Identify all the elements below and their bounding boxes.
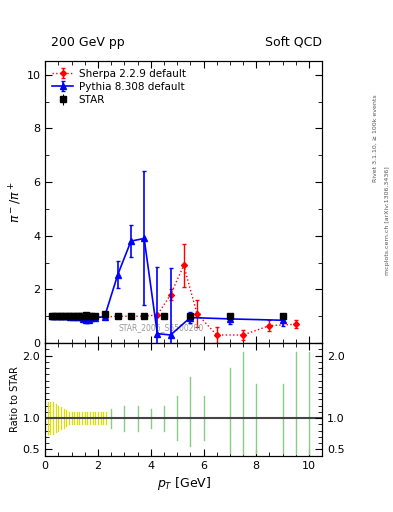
Text: Rivet 3.1.10, ≥ 100k events: Rivet 3.1.10, ≥ 100k events xyxy=(373,94,378,182)
Text: STAR_2006_S6500200: STAR_2006_S6500200 xyxy=(119,323,204,332)
Text: 200 GeV pp: 200 GeV pp xyxy=(51,36,125,49)
Legend: Sherpa 2.2.9 default, Pythia 8.308 default, STAR: Sherpa 2.2.9 default, Pythia 8.308 defau… xyxy=(50,67,187,107)
Y-axis label: $\pi^- / \pi^+$: $\pi^- / \pi^+$ xyxy=(7,181,24,223)
Y-axis label: Ratio to STAR: Ratio to STAR xyxy=(10,367,20,432)
X-axis label: $p_T$ [GeV]: $p_T$ [GeV] xyxy=(156,475,211,492)
Text: Soft QCD: Soft QCD xyxy=(265,36,322,49)
Text: mcplots.cern.ch [arXiv:1306.3436]: mcplots.cern.ch [arXiv:1306.3436] xyxy=(385,166,389,274)
